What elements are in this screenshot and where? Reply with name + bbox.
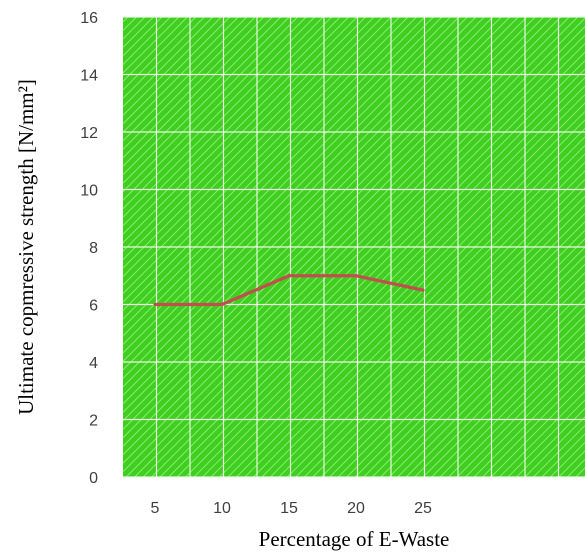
x-tick-label: 10 xyxy=(213,500,231,517)
y-tick-label: 0 xyxy=(89,470,98,487)
x-axis-title: Percentage of E-Waste xyxy=(259,527,450,551)
data-point xyxy=(287,274,291,278)
x-tick-label: 20 xyxy=(347,500,365,517)
y-tick-label: 2 xyxy=(89,413,98,430)
data-point xyxy=(421,288,425,292)
y-tick-label: 4 xyxy=(89,355,98,372)
x-axis-ticks: 5 10 15 20 25 xyxy=(151,500,432,517)
x-tick-label: 5 xyxy=(151,500,160,517)
series-layer xyxy=(153,274,425,307)
y-axis-ticks: 0 2 4 6 8 10 12 14 16 xyxy=(80,10,98,487)
y-tick-label: 10 xyxy=(80,183,98,200)
y-tick-label: 16 xyxy=(80,10,98,27)
data-point xyxy=(153,303,157,306)
gridlines xyxy=(123,16,585,478)
x-tick-label: 15 xyxy=(280,500,298,517)
y-tick-label: 12 xyxy=(80,125,98,142)
data-point xyxy=(220,303,224,306)
y-tick-label: 14 xyxy=(80,68,98,85)
y-tick-label: 8 xyxy=(89,240,98,257)
y-axis-title: Ultimate copmressive strength [N/mm²] xyxy=(14,79,38,415)
y-tick-label: 6 xyxy=(89,298,98,315)
data-point xyxy=(354,274,358,278)
x-tick-label: 25 xyxy=(414,500,432,517)
